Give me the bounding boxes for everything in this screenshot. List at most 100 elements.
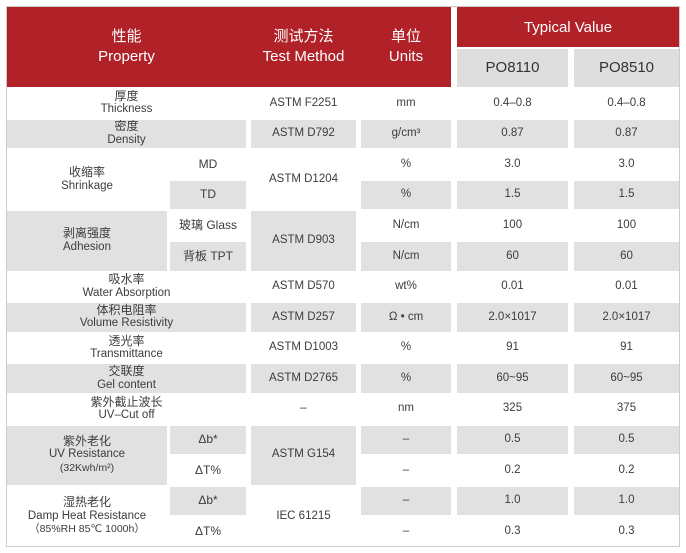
- value-po8510: 375: [616, 402, 637, 415]
- value-po8510: 60: [574, 241, 679, 271]
- unit-cell: nm: [398, 402, 414, 415]
- value-po8510: 0.01: [615, 280, 638, 293]
- property-en: UV–Cut off: [98, 409, 155, 422]
- value-po8110: 60~95: [457, 364, 568, 393]
- value-po8110: 0.01: [501, 280, 524, 293]
- header-po8110: PO8110: [457, 49, 568, 87]
- property-cell-volume-resistivity: 体积电阻率 Volume Resistivity: [7, 303, 246, 332]
- unit-cell: N/cm: [361, 241, 451, 271]
- property-zh: 收缩率: [68, 165, 105, 180]
- property-zh: 交联度: [108, 364, 145, 379]
- property-en: Shrinkage: [61, 179, 113, 192]
- sub-label-td: TD: [170, 180, 246, 210]
- value-po8110: 100: [502, 218, 523, 231]
- sub-label-md: MD: [198, 156, 218, 171]
- value-po8110: 3.0: [504, 157, 521, 170]
- property-zh: 剥离强度: [62, 226, 111, 241]
- value-po8110: 2.0×1017: [457, 303, 568, 332]
- property-cell-transmittance: 透光率 Transmittance: [7, 334, 246, 363]
- value-po8510: 60~95: [574, 364, 679, 393]
- method-cell: ASTM F2251: [269, 96, 338, 109]
- property-zh: 湿热老化: [62, 495, 111, 510]
- property-note: （85%RH 85℃ 1000h）: [29, 523, 145, 536]
- property-cell-uv-cut-off: 紫外截止波长 UV–Cut off: [7, 395, 246, 424]
- header-property: 性能 Property: [7, 27, 246, 67]
- unit-cell: Ω • cm: [361, 303, 451, 332]
- value-po8110: 325: [502, 402, 523, 415]
- header-test-method-en: Test Method: [262, 48, 345, 65]
- header-units: 单位 Units: [361, 27, 451, 67]
- property-en: Thickness: [100, 103, 153, 116]
- table-header-left-block: 性能 Property 测试方法 Test Method 单位 Units: [7, 7, 451, 87]
- header-test-method: 测试方法 Test Method: [251, 27, 356, 67]
- sub-label-glass: 玻璃 Glass: [178, 217, 237, 232]
- header-property-en: Property: [98, 48, 155, 65]
- property-en: Gel content: [97, 378, 156, 391]
- value-po8110: 0.87: [457, 119, 568, 149]
- unit-cell: g/cm³: [361, 119, 451, 149]
- value-po8510: 100: [616, 218, 637, 231]
- property-en: UV Resistance: [48, 448, 126, 461]
- unit-cell: %: [361, 364, 451, 393]
- unit-cell: –: [402, 463, 410, 476]
- property-en: Transmittance: [90, 348, 163, 361]
- unit-cell: %: [361, 180, 451, 210]
- header-typical-value: Typical Value: [457, 7, 679, 47]
- method-cell: ASTM D570: [272, 280, 335, 293]
- sub-label-delta-t: ΔT%: [194, 462, 221, 477]
- property-cell-adhesion: 剥离强度 Adhesion: [7, 211, 167, 271]
- property-cell-gel-content: 交联度 Gel content: [7, 364, 246, 393]
- value-po8510: 0.5: [574, 425, 679, 455]
- method-cell: ASTM G154: [251, 425, 356, 485]
- header-units-zh: 单位: [390, 28, 421, 45]
- value-po8510: 3.0: [618, 157, 635, 170]
- value-po8110: 1.5: [457, 180, 568, 210]
- unit-cell: N/cm: [392, 218, 420, 231]
- method-cell: ASTM D903: [251, 211, 356, 271]
- value-po8510: 2.0×1017: [574, 303, 679, 332]
- property-zh: 紫外截止波长: [90, 394, 163, 409]
- value-po8510: 1.0: [574, 486, 679, 516]
- property-cell-uv-resistance: 紫外老化 UV Resistance (32Kwh/m²): [7, 425, 167, 485]
- property-zh: 厚度: [114, 89, 139, 103]
- property-en: Density: [107, 133, 146, 146]
- value-po8510: 1.5: [574, 180, 679, 210]
- property-zh: 透光率: [108, 333, 145, 348]
- property-cell-thickness: 厚度 Thickness: [7, 89, 246, 118]
- property-cell-shrinkage: 收缩率 Shrinkage: [7, 150, 167, 209]
- method-cell: –: [300, 402, 307, 415]
- property-zh: 密度: [114, 119, 139, 134]
- value-po8510: 0.87: [574, 119, 679, 149]
- property-cell-density: 密度 Density: [7, 119, 246, 149]
- property-en: Adhesion: [63, 240, 111, 253]
- value-po8510: 0.3: [618, 524, 635, 537]
- header-test-method-zh: 测试方法: [273, 28, 334, 45]
- method-cell: ASTM D792: [251, 119, 356, 149]
- method-cell: ASTM D1204: [268, 173, 339, 186]
- property-en: Damp Heat Resistance: [27, 509, 147, 522]
- sub-label-delta-b: Δb*: [170, 486, 246, 516]
- sub-label-delta-b: Δb*: [170, 425, 246, 455]
- unit-cell: wt%: [395, 280, 417, 293]
- property-cell-water-absorption: 吸水率 Water Absorption: [7, 273, 246, 302]
- spec-table: 性能 Property 测试方法 Test Method 单位 Units Ty…: [6, 6, 680, 547]
- property-zh: 紫外老化: [62, 433, 111, 448]
- header-units-en: Units: [388, 48, 424, 65]
- value-po8110: 60: [457, 241, 568, 271]
- value-po8510: 91: [620, 341, 633, 354]
- header-property-zh: 性能: [111, 28, 142, 45]
- value-po8110: 1.0: [457, 486, 568, 516]
- method-cell: IEC 61215: [276, 509, 331, 522]
- property-cell-damp-heat: 湿热老化 Damp Heat Resistance （85%RH 85℃ 100…: [7, 487, 167, 546]
- value-po8110: 0.4–0.8: [493, 96, 532, 109]
- sub-label-tpt: 背板 TPT: [170, 241, 246, 271]
- value-po8110: 0.3: [504, 524, 521, 537]
- property-zh: 吸水率: [108, 272, 145, 287]
- property-en: Water Absorption: [82, 286, 171, 299]
- value-po8510: 0.4–0.8: [607, 96, 646, 109]
- value-po8110: 0.2: [504, 463, 521, 476]
- header-po8510: PO8510: [574, 49, 679, 87]
- property-zh: 体积电阻率: [96, 303, 157, 317]
- method-cell: ASTM D2765: [251, 364, 356, 393]
